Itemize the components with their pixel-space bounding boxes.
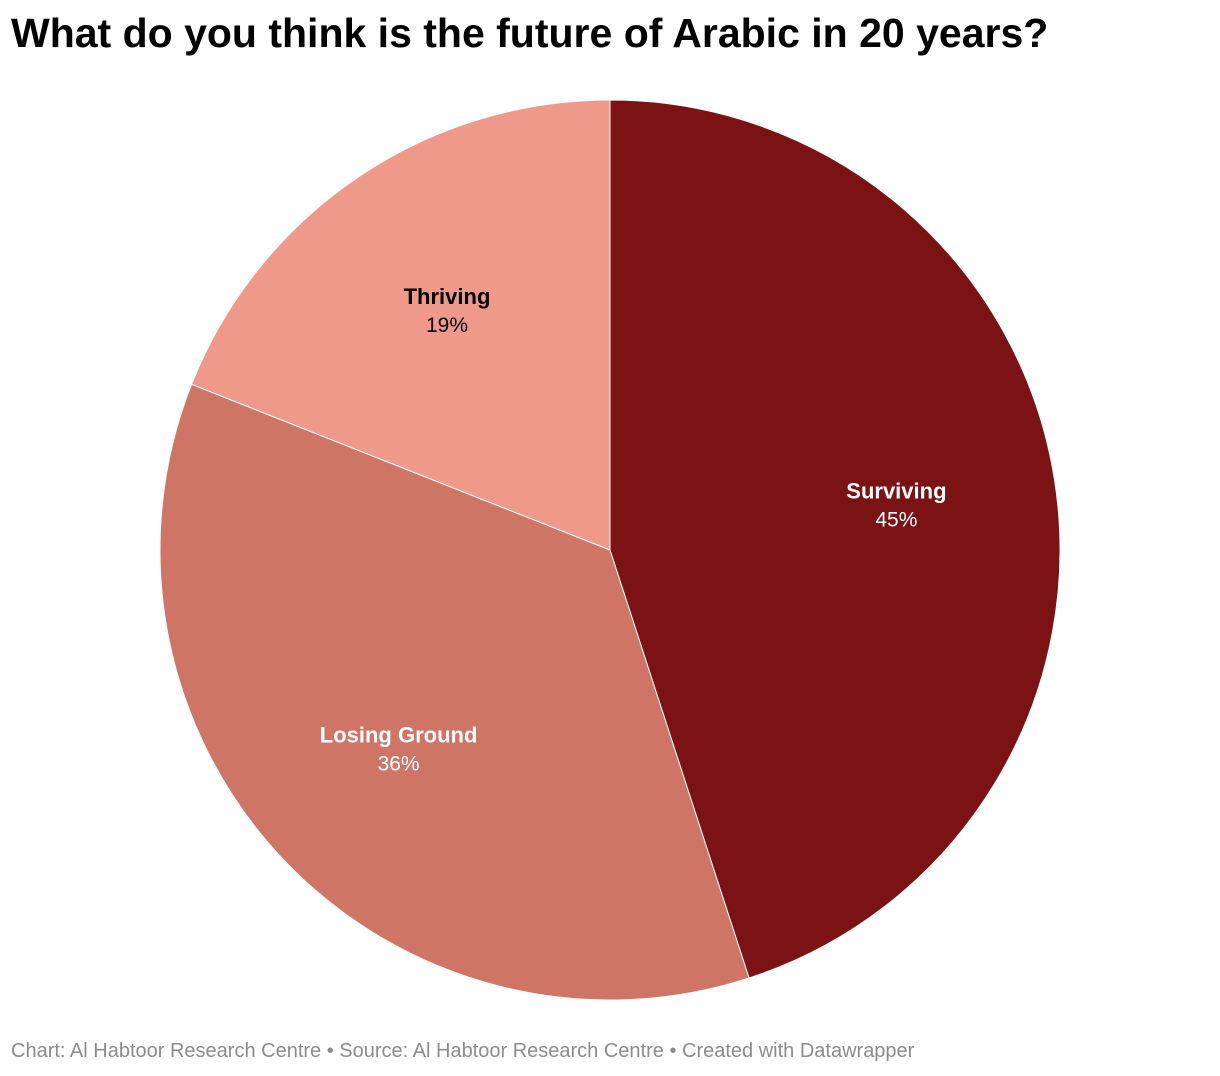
- pie-slice-thriving: [191, 99, 611, 551]
- chart-title: What do you think is the future of Arabi…: [11, 10, 1049, 56]
- slice-value-losing-ground: 36%: [378, 753, 420, 776]
- pie-slice-losing-ground: [159, 383, 750, 1001]
- slice-value-surviving: 45%: [875, 509, 917, 532]
- footer-source-credit: Al Habtoor Research Centre: [412, 1040, 664, 1062]
- slice-value-thriving: 19%: [426, 314, 468, 337]
- footer-chart-credit: Al Habtoor Research Centre: [69, 1040, 322, 1062]
- slice-label-thriving: Thriving: [404, 284, 491, 309]
- pie-slices: [159, 99, 1061, 1001]
- slice-label-losing-ground: Losing Ground: [320, 723, 478, 748]
- pie-labels: Surviving 45% Losing Ground 36% Thriving 19%: [320, 284, 947, 775]
- footer-source-prefix: • Source:: [321, 1040, 413, 1062]
- pie-chart: Surviving 45% Losing Ground 36% Thriving 19%: [159, 99, 1061, 1001]
- slice-label-surviving: Surviving: [846, 479, 946, 504]
- footer-created-text: • Created with Datawrapper: [663, 1040, 915, 1062]
- chart-footer: Chart: Al Habtoor Research Centre • Sour…: [11, 1040, 914, 1063]
- pie-slice-surviving: [609, 99, 1061, 979]
- footer-chart-prefix: Chart:: [11, 1040, 70, 1062]
